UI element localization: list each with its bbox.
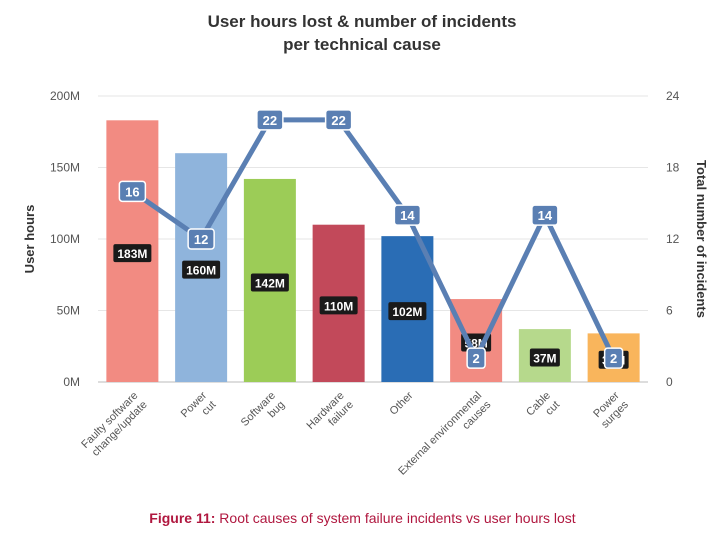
incidents-line [130,117,616,361]
y-axis-title: User hours [22,205,37,274]
chart-title-line: User hours lost & number of incidents [208,12,517,31]
caption-label: Figure 11: [149,510,216,526]
incidents-point [187,228,215,250]
incidents-data-label: 22 [263,113,277,128]
incidents-data-label: 14 [400,208,415,223]
bar-label-bg [319,296,358,315]
incidents-point [466,347,486,369]
bar-data-label: 110M [324,299,353,313]
category-label: Cablecut [524,390,562,428]
y2-tick-label: 12 [666,232,680,246]
y2-axis-title: Total number of incidents [694,160,709,318]
bar-data-label: 183M [117,247,147,261]
caption-text: Root causes of system failure incidents … [215,510,576,526]
incidents-point [603,347,624,369]
category-label: Other [388,389,416,417]
incidents-point [256,109,284,131]
bar-label-bg [529,348,560,367]
incidents-data-label: 2 [610,351,617,366]
incidents-data-label: 2 [473,351,480,366]
incidents-point [531,204,559,226]
incidents-data-label: 22 [331,113,345,128]
y2-tick-label: 24 [666,89,680,103]
bar-data-label: 37M [533,352,556,366]
y-tick-label: 0M [63,375,80,389]
bar-data-label: 142M [255,276,285,290]
bar-label-bg [113,244,152,263]
y-tick-label: 50M [57,304,80,318]
incidents-data-label: 12 [194,232,208,247]
category-label: Faulty softwarechange/update [79,390,149,460]
incidents-point [324,109,353,131]
y-tick-label: 200M [50,89,80,103]
category-label-line: Other [388,389,416,417]
bar-label-bg [388,302,427,321]
category-label: External environmentalcauses [396,389,494,487]
bar-data-label: 102M [392,305,422,319]
category-label: Softwarebug [239,390,287,438]
incidents-data-label: 16 [125,184,139,199]
bar-label-bg [250,273,289,292]
y2-tick-label: 6 [666,304,673,318]
incidents-data-label: 14 [538,208,553,223]
incidents-point [118,180,147,203]
chart-title-line: per technical cause [283,35,441,54]
incidents-point [393,204,422,226]
category-label: Hardwarefailure [305,390,356,441]
category-label: Powercut [179,389,219,429]
y-tick-label: 150M [50,161,80,175]
y2-tick-label: 0 [666,375,673,389]
figure-caption: Figure 11: Root causes of system failure… [0,510,725,526]
bar-data-label: 160M [186,264,216,278]
y-tick-label: 100M [50,232,80,246]
y2-tick-label: 18 [666,161,680,175]
bar-label-bg [182,260,221,279]
category-label: Powersurges [590,389,631,430]
combo-chart: User hours lost & number of incidents per… [22,12,709,487]
